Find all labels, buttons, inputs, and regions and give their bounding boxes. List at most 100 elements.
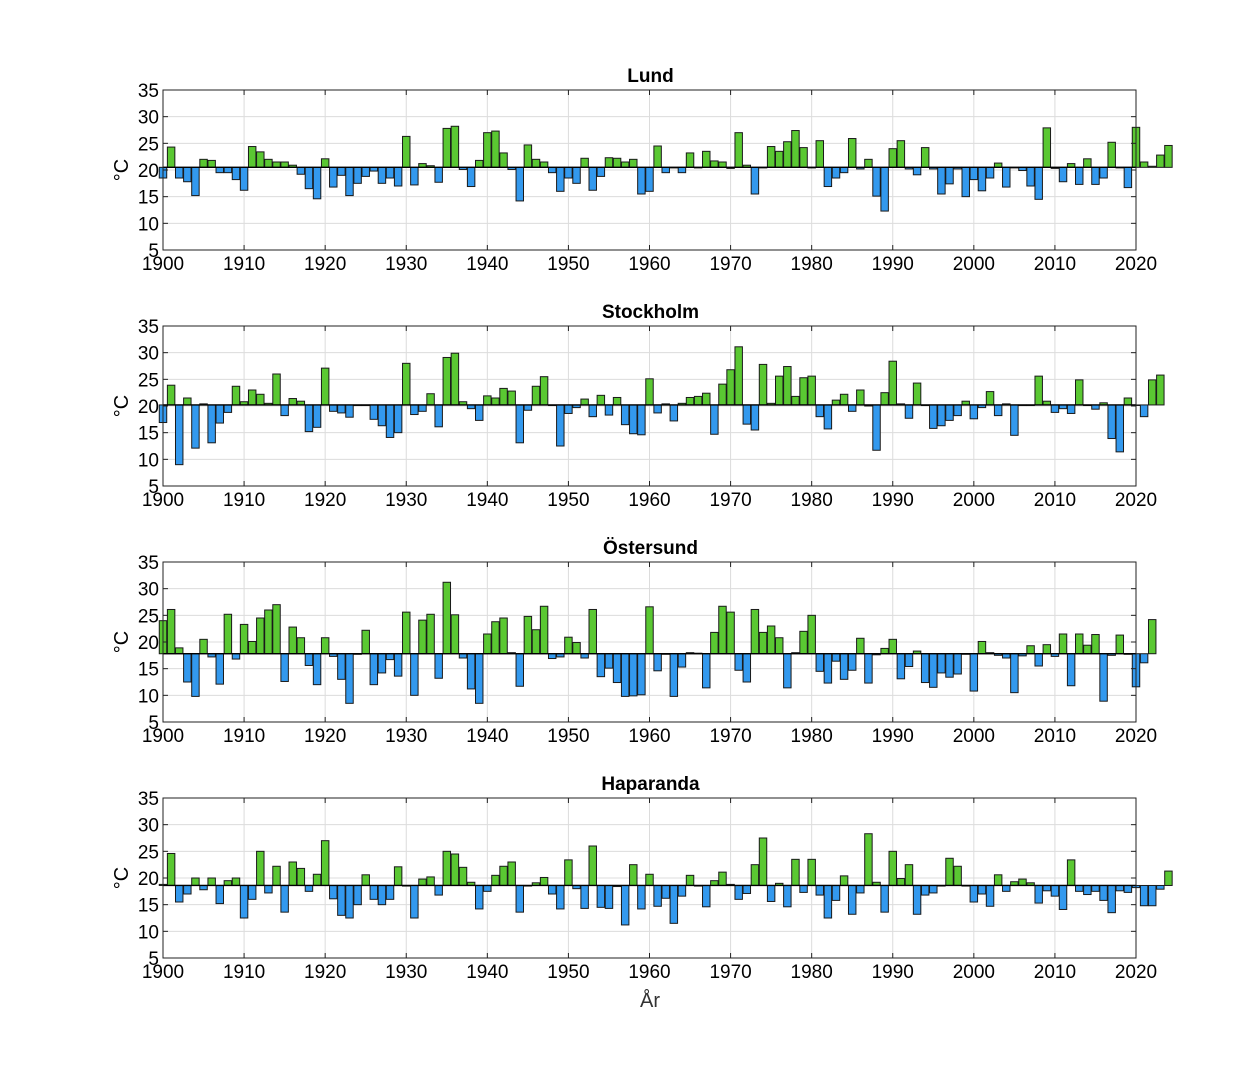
- bar-1917: [296, 867, 306, 886]
- bar-1921: [329, 884, 338, 900]
- y-tick-label: 35: [138, 553, 159, 574]
- y-tick-label: 25: [138, 606, 159, 627]
- bar-1985: [847, 138, 857, 168]
- x-tick-label: 1980: [791, 726, 833, 747]
- bar-1963: [669, 404, 679, 422]
- bar-1984: [839, 166, 849, 174]
- bar-1917: [296, 166, 306, 175]
- bar-1972: [742, 884, 752, 894]
- bar-1934: [434, 404, 443, 428]
- bar-1932: [418, 619, 427, 655]
- x-tick-label: 2000: [953, 726, 995, 747]
- bar-1901: [166, 146, 176, 168]
- bar-2024: [1164, 870, 1173, 886]
- bar-1969: [718, 161, 727, 168]
- bar-1978: [791, 858, 800, 886]
- bar-1974: [758, 631, 768, 655]
- bar-1922: [337, 653, 346, 680]
- bar-1986: [856, 637, 865, 655]
- bar-1932: [418, 878, 427, 886]
- bar-1918: [304, 166, 314, 190]
- x-tick-label: 1970: [709, 490, 751, 511]
- bar-1977: [783, 884, 792, 908]
- y-axis-label: °C: [111, 159, 133, 181]
- bar-1985: [847, 653, 857, 671]
- bar-1919: [312, 166, 322, 200]
- bar-2023: [1156, 884, 1165, 890]
- bar-2016: [1099, 166, 1108, 179]
- bar-1992: [904, 653, 914, 668]
- bar-1954: [596, 884, 606, 908]
- chart-panels: 1900 1910 1920 1930 1940 1950 1960 1970 1980 1990…: [111, 66, 1173, 983]
- bar-1998: [953, 865, 962, 886]
- bar-1918: [304, 404, 314, 433]
- y-tick-label: 20: [138, 397, 159, 418]
- bar-1982: [823, 653, 833, 684]
- bar-1959: [637, 653, 646, 696]
- bar-1910: [239, 166, 249, 191]
- bar-1927: [377, 884, 387, 906]
- bar-1979: [799, 377, 808, 406]
- x-tick-label: 1960: [628, 490, 670, 511]
- bar-1912: [256, 617, 265, 655]
- bar-1981: [815, 404, 825, 418]
- bar-1945: [523, 144, 533, 168]
- bar-1976: [775, 637, 784, 655]
- bar-1996: [937, 404, 946, 427]
- bar-1921: [329, 404, 338, 412]
- bar-1973: [750, 166, 760, 195]
- bar-1997: [945, 166, 954, 185]
- bar-1929: [393, 166, 403, 187]
- bar-1930: [402, 362, 411, 406]
- x-tick-label: 1910: [223, 726, 265, 747]
- x-tick-label: 1930: [385, 490, 427, 511]
- x-tick-label: 1980: [791, 490, 833, 511]
- bar-2013: [1075, 379, 1084, 406]
- y-tick-label: 35: [138, 81, 159, 102]
- bar-1953: [588, 404, 597, 418]
- bar-1912: [256, 850, 265, 886]
- x-tick-label: 1920: [304, 490, 346, 511]
- panel-3: 1900 1910 1920 1930 1940 1950 1960 1970 1980 1990…: [111, 774, 1173, 983]
- bar-1954: [596, 166, 606, 177]
- bar-2022: [1147, 379, 1157, 406]
- bar-2007: [1026, 645, 1035, 655]
- bar-1947: [539, 605, 549, 655]
- bar-1925: [361, 874, 370, 886]
- bar-1906: [207, 159, 216, 168]
- bar-2006: [1018, 878, 1027, 886]
- y-tick-label: 10: [138, 686, 159, 707]
- bar-1965: [685, 152, 695, 168]
- bar-1923: [345, 404, 354, 418]
- bar-1915: [280, 161, 289, 168]
- bar-1949: [556, 404, 565, 447]
- bar-1952: [580, 398, 589, 406]
- bar-1979: [799, 147, 808, 168]
- bar-1987: [864, 158, 873, 168]
- x-tick-label: 1950: [547, 726, 589, 747]
- bar-1961: [653, 884, 662, 907]
- bar-1959: [637, 884, 646, 910]
- y-tick-label: 20: [138, 869, 159, 890]
- x-tick-label: 1930: [385, 962, 427, 983]
- bar-1968: [710, 631, 719, 655]
- bar-1909: [231, 385, 241, 406]
- bar-1990: [888, 148, 897, 168]
- bar-1905: [199, 638, 208, 655]
- bar-1929: [393, 653, 403, 677]
- bar-1911: [247, 389, 257, 406]
- bar-1958: [629, 653, 638, 697]
- bar-1953: [588, 845, 597, 886]
- bar-1970: [726, 611, 735, 655]
- bars: [158, 346, 1165, 466]
- bar-1918: [304, 653, 314, 666]
- x-tick-label: 1990: [872, 254, 914, 275]
- bar-1993: [912, 382, 922, 406]
- bar-1904: [191, 166, 200, 197]
- y-tick-label: 10: [138, 450, 159, 471]
- bar-1926: [369, 884, 379, 900]
- bar-2010: [1050, 884, 1060, 897]
- bar-1978: [791, 130, 800, 168]
- bar-1927: [377, 653, 387, 674]
- y-tick-label: 25: [138, 370, 159, 391]
